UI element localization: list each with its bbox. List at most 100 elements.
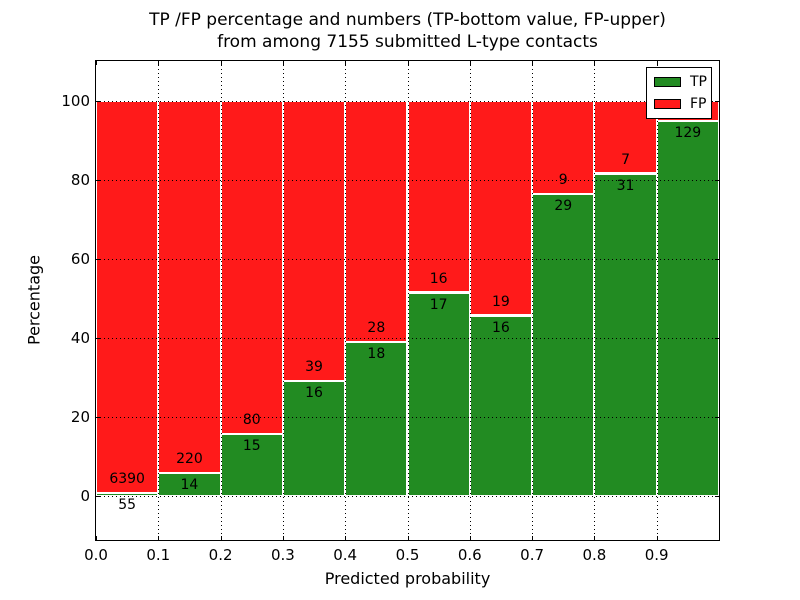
- fp-count-label: 80: [242, 411, 261, 428]
- x-tick-mark: [96, 536, 97, 540]
- x-gridline: [345, 61, 346, 540]
- x-tick-label: 0.0: [84, 546, 108, 564]
- tp-bar: [407, 292, 470, 497]
- x-gridline: [283, 61, 284, 540]
- fp-count-label: 220: [176, 450, 203, 467]
- y-tick-mark: [715, 338, 719, 339]
- tp-count-label: 31: [616, 177, 635, 194]
- x-axis-label: Predicted probability: [324, 569, 491, 588]
- legend-item-fp: FP: [654, 96, 707, 112]
- fp-bar: [407, 100, 470, 293]
- legend-swatch-fp: [654, 99, 681, 109]
- x-tick-mark: [158, 536, 159, 540]
- y-tick-mark: [96, 338, 100, 339]
- x-gridline: [221, 61, 222, 540]
- y-gridline: [96, 259, 719, 260]
- x-gridline: [158, 61, 159, 540]
- fp-count-label: 19: [492, 293, 510, 310]
- x-tick-mark: [470, 536, 471, 540]
- tp-count-label: 129: [674, 124, 702, 141]
- x-tick-mark: [408, 61, 409, 65]
- y-tick-mark: [96, 180, 100, 181]
- y-tick-mark: [715, 496, 719, 497]
- y-tick-label: 80: [70, 170, 90, 189]
- y-tick-mark: [96, 417, 100, 418]
- tp-count-label: 18: [367, 345, 386, 362]
- fp-count-label: 39: [305, 359, 323, 376]
- y-tick-mark: [96, 101, 100, 102]
- x-tick-mark: [594, 61, 595, 65]
- plot-area: 55 6390 14 220 15 80 16 39 18 28 17 16 16 19 29 9 31 7 129…: [95, 60, 720, 541]
- x-tick-label: 0.4: [333, 546, 358, 564]
- tp-count-label: 16: [492, 319, 510, 336]
- y-gridline: [96, 338, 719, 339]
- y-tick-mark: [715, 101, 719, 102]
- fp-count-label: 9: [558, 172, 568, 189]
- fp-bar: [345, 100, 408, 342]
- y-tick-mark: [715, 417, 719, 418]
- fp-count-label: 28: [367, 319, 386, 336]
- x-gridline: [657, 61, 658, 540]
- x-tick-mark: [221, 536, 222, 540]
- y-tick-label: 20: [70, 408, 90, 427]
- y-tick-mark: [715, 259, 719, 260]
- fp-count-label: 6390: [109, 471, 145, 488]
- x-tick-mark: [657, 61, 658, 65]
- chart-title: TP /FP percentage and numbers (TP-bottom…: [96, 9, 719, 53]
- tp-count-label: 55: [118, 497, 137, 514]
- x-tick-label: 0.3: [270, 546, 295, 564]
- legend-label-fp: FP: [690, 96, 707, 112]
- x-tick-label: 0.5: [395, 546, 420, 564]
- x-tick-mark: [657, 536, 658, 540]
- x-gridline: [594, 61, 595, 540]
- x-tick-mark: [532, 536, 533, 540]
- x-tick-label: 0.8: [582, 546, 607, 564]
- y-tick-label: 0: [80, 487, 90, 506]
- x-tick-mark: [345, 61, 346, 65]
- tp-bar: [96, 493, 159, 497]
- x-tick-mark: [470, 61, 471, 65]
- fp-count-label: 7: [621, 151, 631, 168]
- x-tick-mark: [283, 536, 284, 540]
- x-tick-label: 0.6: [457, 546, 482, 564]
- y-gridline: [96, 417, 719, 418]
- x-tick-mark: [594, 536, 595, 540]
- fp-bar: [282, 100, 346, 382]
- x-tick-mark: [221, 61, 222, 65]
- y-gridline: [96, 101, 719, 102]
- y-tick-mark: [96, 259, 100, 260]
- fp-bar: [158, 100, 221, 473]
- tp-count-label: 16: [305, 385, 323, 402]
- x-tick-mark: [532, 61, 533, 65]
- tp-count-label: 15: [242, 437, 261, 454]
- x-tick-label: 0.7: [520, 546, 545, 564]
- legend: TP FP: [646, 67, 712, 119]
- y-tick-label: 100: [61, 91, 90, 110]
- legend-label-tp: TP: [690, 74, 707, 90]
- chart-title-line1: TP /FP percentage and numbers (TP-bottom…: [149, 10, 666, 30]
- y-tick-label: 60: [70, 249, 90, 268]
- x-tick-mark: [408, 536, 409, 540]
- x-gridline: [470, 61, 471, 540]
- tp-bar: [469, 315, 533, 497]
- y-gridline: [96, 496, 719, 497]
- tp-bar: [656, 120, 719, 497]
- tp-bar: [594, 173, 657, 497]
- x-tick-label: 0.9: [644, 546, 669, 564]
- x-gridline: [408, 61, 409, 540]
- tp-count-label: 29: [554, 198, 573, 215]
- x-tick-label: 0.1: [146, 546, 171, 564]
- x-tick-mark: [158, 61, 159, 65]
- chart-title-line2: from among 7155 submitted L-type contact…: [217, 32, 598, 52]
- legend-item-tp: TP: [654, 74, 707, 90]
- y-gridline: [96, 180, 719, 181]
- tp-bar: [220, 433, 283, 497]
- x-tick-mark: [283, 61, 284, 65]
- x-tick-mark: [96, 61, 97, 65]
- x-tick-label: 0.2: [208, 546, 233, 564]
- tp-bar: [532, 194, 595, 497]
- fp-bar: [469, 100, 533, 316]
- fp-count-label: 16: [429, 270, 448, 287]
- tp-count-label: 14: [180, 476, 199, 493]
